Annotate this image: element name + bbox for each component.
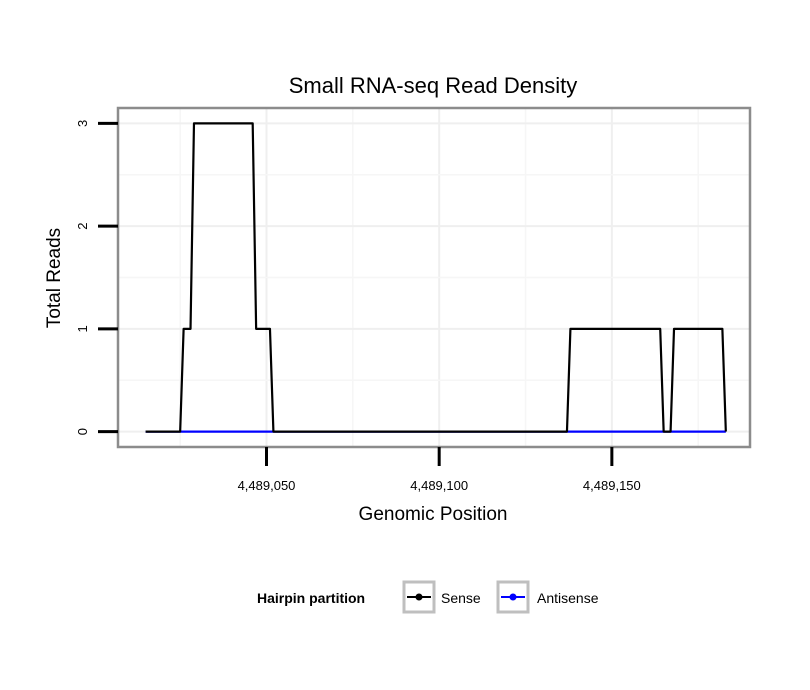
x-axis-title: Genomic Position [359,504,508,525]
panel-border [116,106,752,449]
legend-key-sense-point [415,593,423,601]
legend-key-antisense-point [509,593,517,601]
series-lines [145,122,727,433]
y-tick-label: 0 [75,428,90,435]
y-tick-label: 3 [75,120,90,127]
grid [118,108,750,447]
y-tick-label: 2 [75,223,90,230]
legend: Hairpin partition Sense Antisense [257,580,599,614]
y-axis-title: Total Reads [44,228,65,328]
series-line-sense [145,122,727,433]
y-tick-label: 1 [75,325,90,332]
legend-label-antisense: Antisense [537,590,599,606]
x-tick-label: 4,489,050 [238,478,296,493]
axis-ticks: 0 1 2 3 4,489,050 4,489,100 4,489,150 [75,120,641,493]
x-tick-label: 4,489,150 [583,478,641,493]
legend-title: Hairpin partition [257,590,365,606]
x-tick-label: 4,489,100 [410,478,468,493]
legend-label-sense: Sense [441,590,481,606]
chart-title: Small RNA-seq Read Density [289,73,578,98]
